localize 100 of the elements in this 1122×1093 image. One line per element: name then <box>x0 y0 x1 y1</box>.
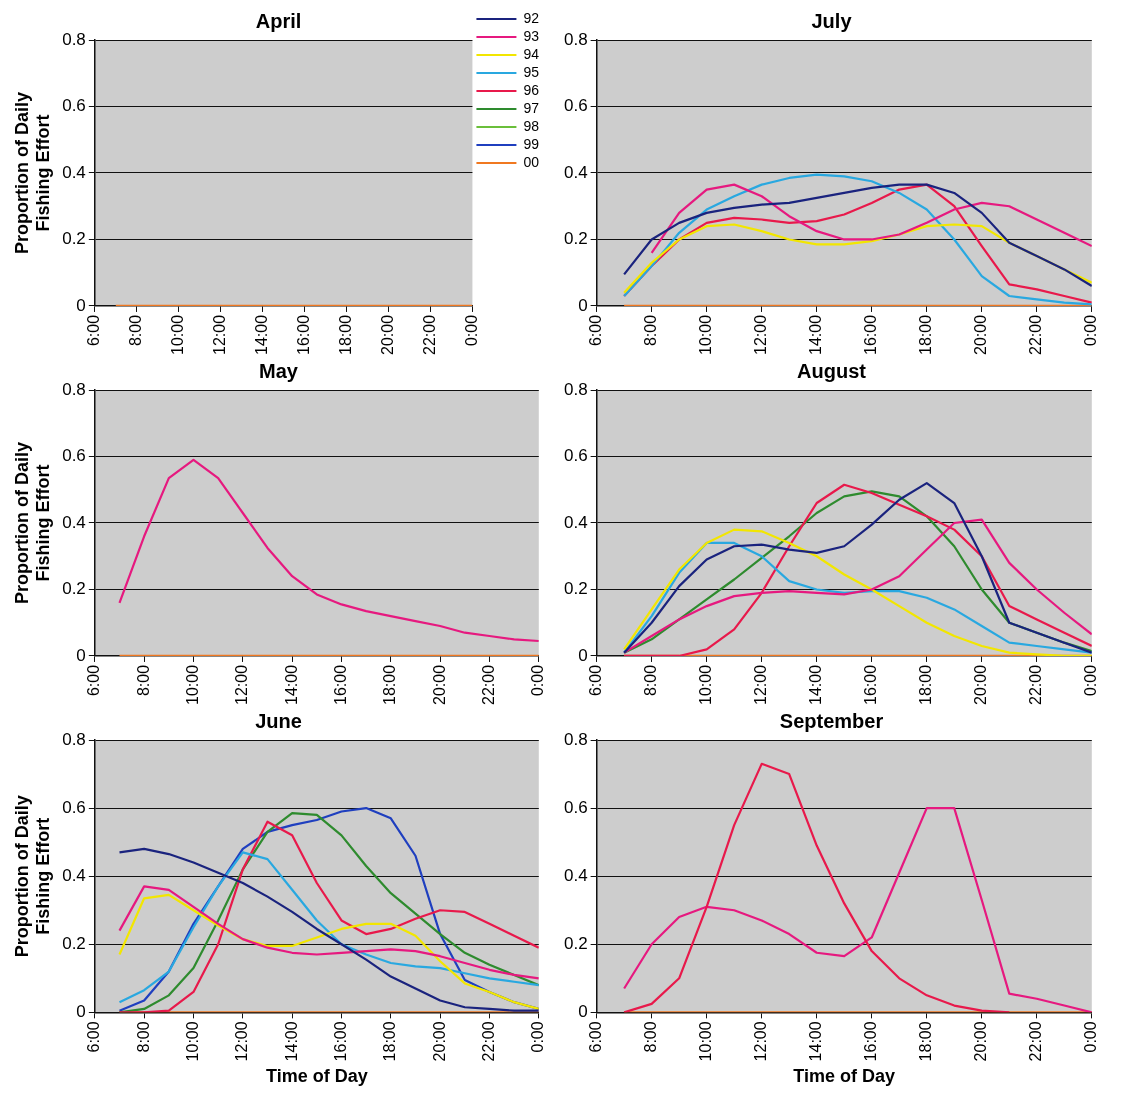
legend-label: 97 <box>523 99 540 116</box>
x-tick-label: 12:00 <box>233 664 251 706</box>
x-tick-label: 20:00 <box>972 314 990 356</box>
y-tick-label: 0.6 <box>563 797 588 817</box>
y-axis-title: Proportion of Daily Fishing Effort <box>11 441 54 604</box>
x-tick-label: 8:00 <box>642 314 660 347</box>
y-tick-label: 0.4 <box>62 512 86 532</box>
legend-label: 94 <box>523 45 540 62</box>
x-tick-label: 20:00 <box>430 1021 448 1062</box>
chart-title: September <box>779 709 884 732</box>
x-tick-label: 14:00 <box>253 314 271 356</box>
y-tick-label: 0.2 <box>62 229 86 249</box>
x-tick-label: 6:00 <box>587 1021 605 1053</box>
x-tick-label: 16:00 <box>862 664 880 706</box>
x-tick-label: 8:00 <box>642 664 660 697</box>
x-tick-label: 18:00 <box>917 1021 935 1062</box>
x-tick-label: 20:00 <box>378 314 396 356</box>
y-tick-label: 0.6 <box>563 446 588 466</box>
y-tick-label: 0.4 <box>62 865 86 885</box>
legend-label: 99 <box>523 135 540 152</box>
x-tick-label: 22:00 <box>1027 664 1045 706</box>
x-tick-label: 0:00 <box>1082 314 1100 347</box>
y-tick-label: 0 <box>76 645 86 665</box>
y-tick-label: 0.4 <box>563 512 588 532</box>
x-tick-label: 18:00 <box>381 1021 399 1062</box>
legend-label: 92 <box>523 9 540 26</box>
x-tick-label: 6:00 <box>85 1021 103 1053</box>
y-tick-label: 0.6 <box>563 96 588 116</box>
legend-label: 95 <box>523 63 540 80</box>
y-tick-label: 0 <box>578 1002 588 1022</box>
legend-label: 98 <box>523 117 540 134</box>
x-tick-label: 8:00 <box>134 664 152 697</box>
x-tick-label: 20:00 <box>430 664 448 706</box>
x-tick-label: 22:00 <box>1027 1021 1045 1062</box>
chart-title: August <box>797 359 867 382</box>
x-tick-label: 12:00 <box>211 314 229 356</box>
x-tick-label: 14:00 <box>807 664 825 706</box>
x-tick-label: 16:00 <box>331 1021 349 1062</box>
x-tick-label: 22:00 <box>479 664 497 706</box>
y-tick-label: 0.4 <box>62 162 86 182</box>
y-tick-label: 0 <box>76 295 86 315</box>
x-tick-label: 10:00 <box>183 664 201 706</box>
x-tick-label: 16:00 <box>295 314 313 356</box>
y-tick-label: 0.8 <box>62 29 86 49</box>
y-tick-label: 0 <box>578 295 588 315</box>
x-tick-label: 22:00 <box>479 1021 497 1062</box>
x-tick-label: 14:00 <box>282 1021 300 1062</box>
y-axis-title: Proportion of Daily Fishing Effort <box>11 795 54 958</box>
legend-label: 00 <box>523 153 540 170</box>
y-tick-label: 0.6 <box>62 446 86 466</box>
x-tick-label: 12:00 <box>752 664 770 706</box>
x-tick-label: 6:00 <box>85 314 103 347</box>
chart-title: April <box>255 9 302 32</box>
x-axis-title: Time of Day <box>793 1066 896 1087</box>
x-tick-label: 12:00 <box>752 314 770 356</box>
y-tick-label: 0.2 <box>62 933 86 953</box>
x-tick-label: 10:00 <box>697 1021 715 1062</box>
legend-label: 93 <box>523 27 540 44</box>
x-tick-label: 8:00 <box>127 314 145 347</box>
x-tick-label: 0:00 <box>529 1021 547 1053</box>
y-axis-title: Proportion of Daily Fishing Effort <box>11 91 54 254</box>
y-tick-label: 0.2 <box>563 229 588 249</box>
x-tick-label: 18:00 <box>381 664 399 706</box>
y-tick-label: 0.4 <box>563 162 588 182</box>
x-tick-label: 14:00 <box>807 1021 825 1062</box>
x-tick-label: 0:00 <box>1082 664 1100 697</box>
x-tick-label: 16:00 <box>862 314 880 356</box>
x-tick-label: 0:00 <box>462 314 480 347</box>
y-tick-label: 0 <box>578 645 588 665</box>
x-tick-label: 22:00 <box>1027 314 1045 356</box>
x-tick-label: 22:00 <box>420 314 438 356</box>
chart-title: June <box>255 709 302 732</box>
x-tick-label: 8:00 <box>134 1021 152 1053</box>
x-tick-label: 8:00 <box>642 1021 660 1053</box>
x-tick-label: 0:00 <box>1082 1021 1100 1053</box>
y-tick-label: 0.2 <box>563 579 588 599</box>
y-tick-label: 0.2 <box>62 579 86 599</box>
x-tick-label: 10:00 <box>697 664 715 706</box>
x-tick-label: 10:00 <box>697 314 715 356</box>
x-tick-label: 20:00 <box>972 664 990 706</box>
x-tick-label: 18:00 <box>336 314 354 356</box>
x-tick-label: 12:00 <box>233 1021 251 1062</box>
y-tick-label: 0.8 <box>563 729 588 749</box>
x-tick-label: 20:00 <box>972 1021 990 1062</box>
chart-title: May <box>259 359 299 382</box>
y-tick-label: 0.6 <box>62 96 86 116</box>
x-tick-label: 6:00 <box>85 664 103 697</box>
x-tick-label: 14:00 <box>807 314 825 356</box>
x-tick-label: 18:00 <box>917 314 935 356</box>
y-tick-label: 0 <box>76 1002 86 1022</box>
x-tick-label: 12:00 <box>752 1021 770 1062</box>
x-tick-label: 10:00 <box>169 314 187 356</box>
x-tick-label: 14:00 <box>282 664 300 706</box>
legend-label: 96 <box>523 81 540 98</box>
chart-title: July <box>811 9 853 32</box>
x-tick-label: 6:00 <box>587 664 605 697</box>
x-tick-label: 0:00 <box>529 664 547 697</box>
y-tick-label: 0.2 <box>563 933 588 953</box>
y-tick-label: 0.8 <box>563 29 588 49</box>
y-tick-label: 0.8 <box>563 379 588 399</box>
